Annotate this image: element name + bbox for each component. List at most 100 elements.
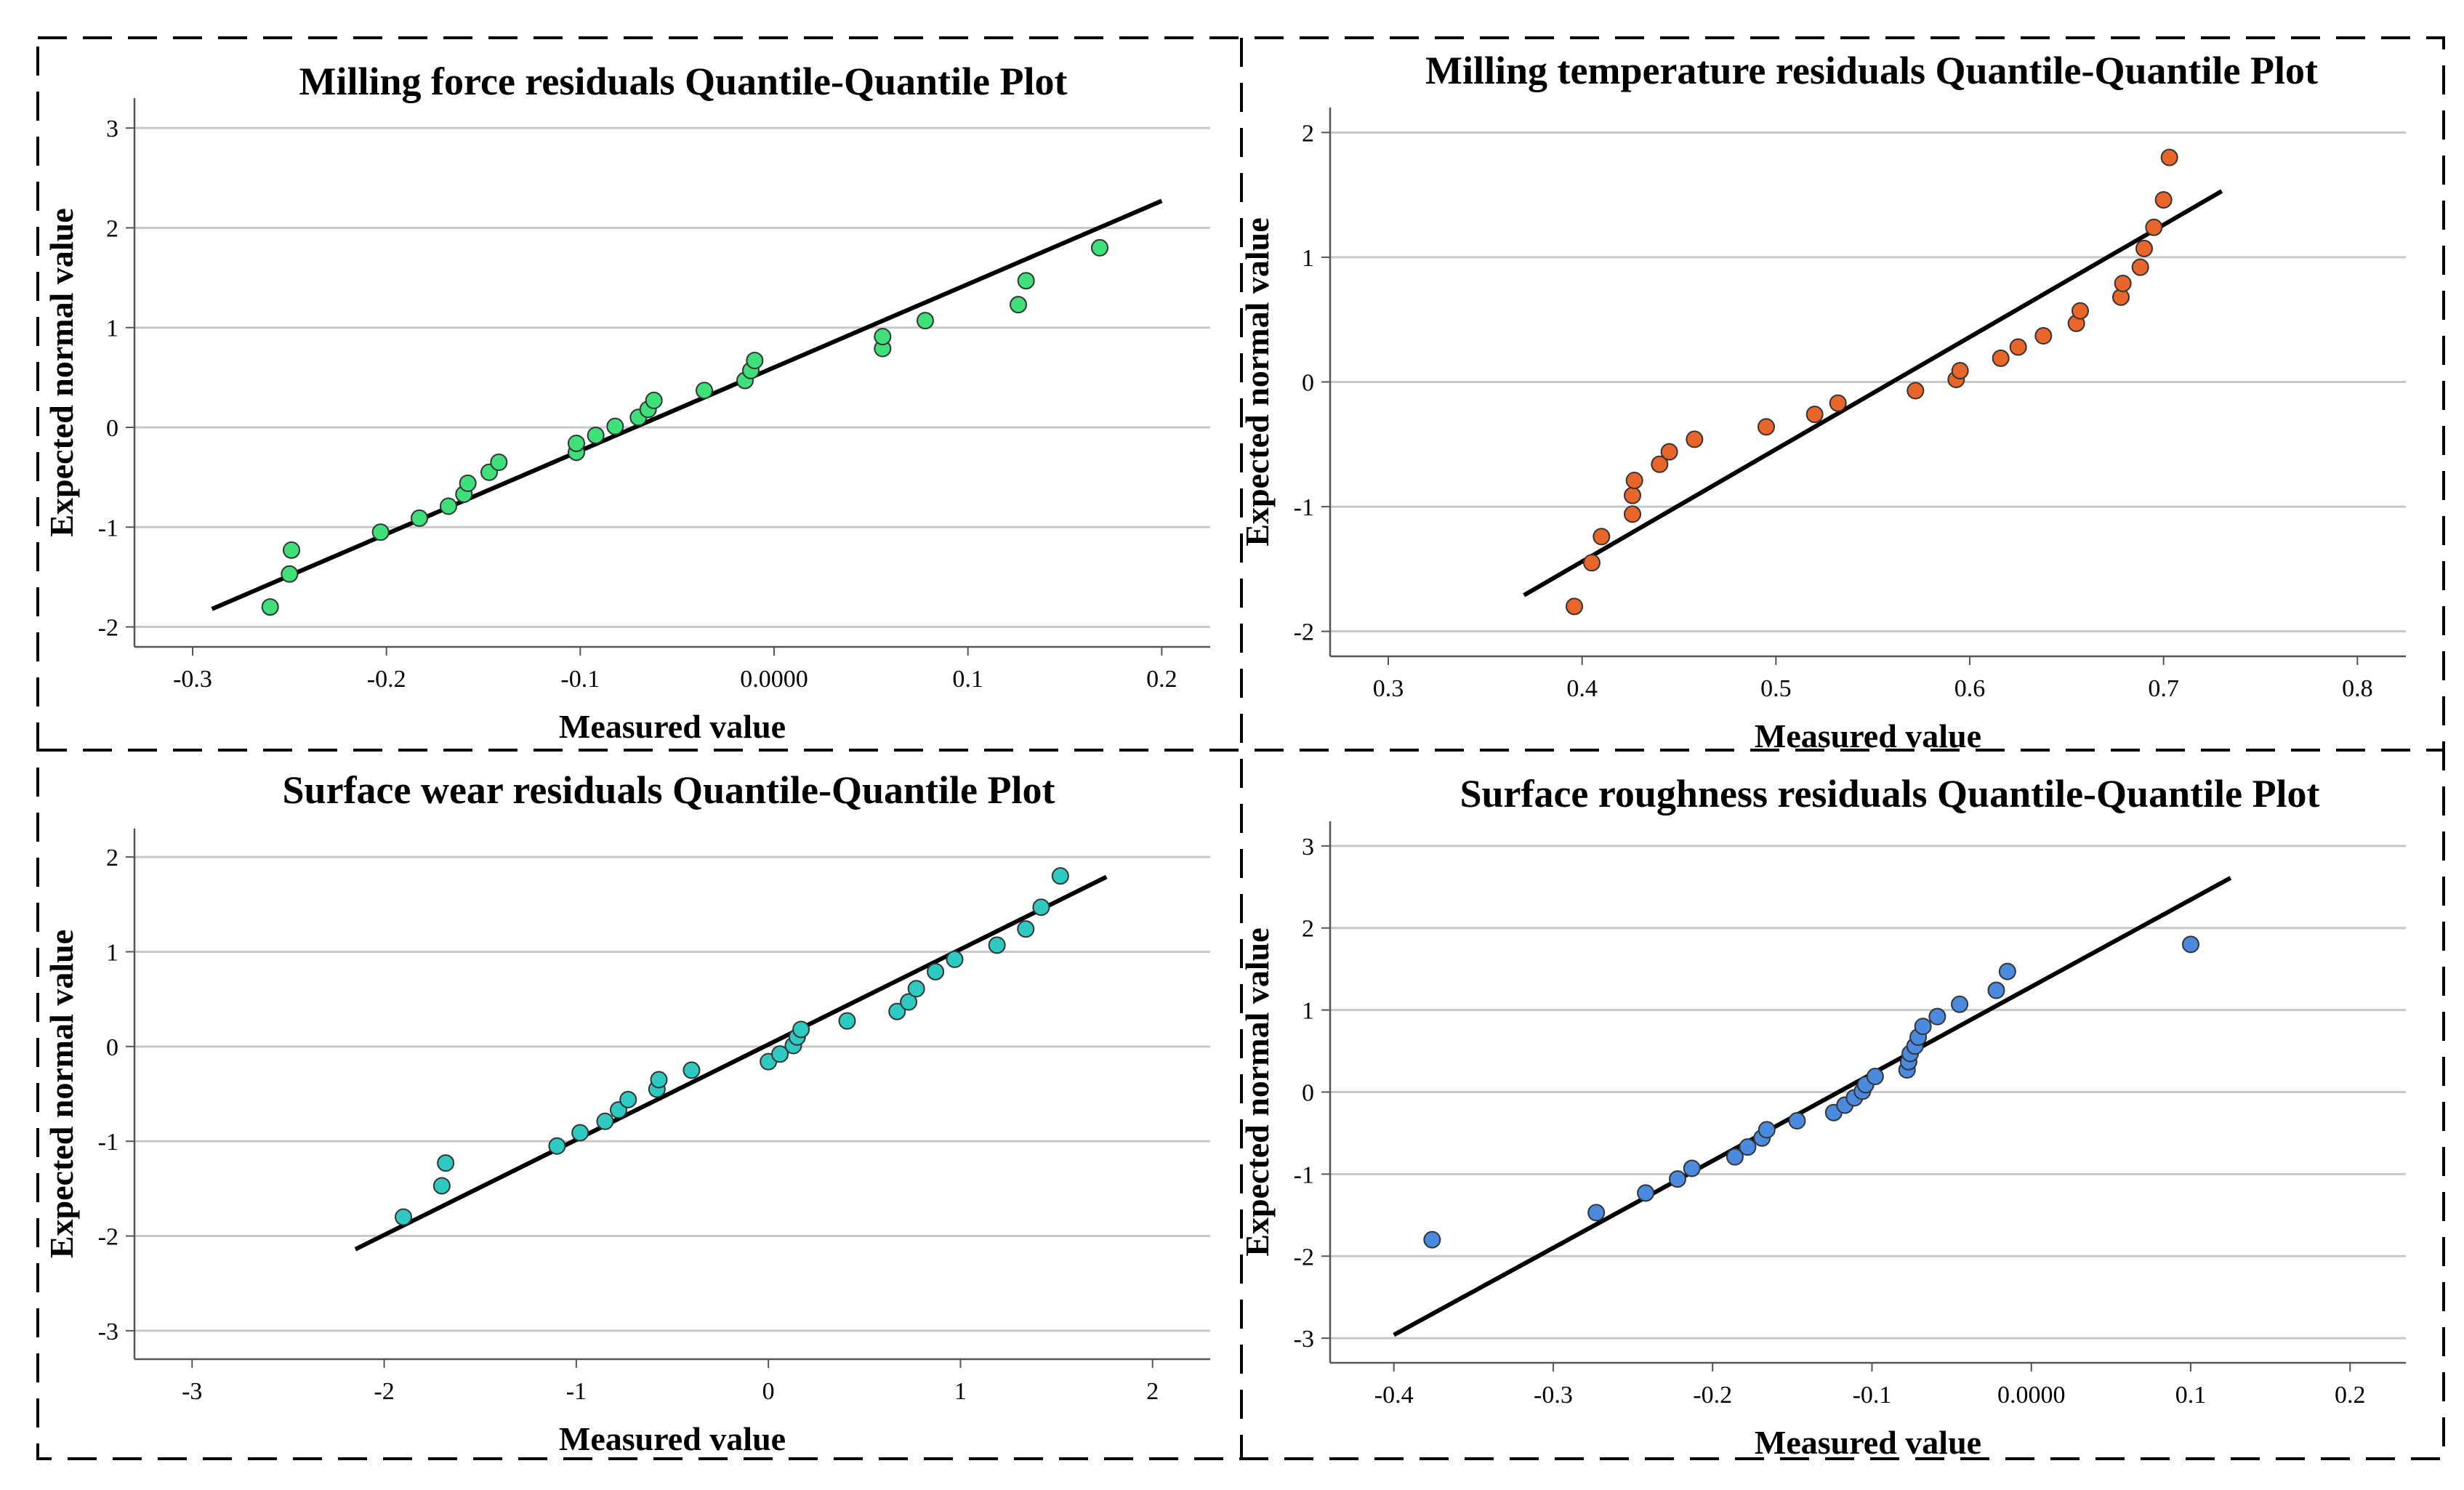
y-tick-label: 0 [1302, 1080, 1314, 1107]
data-point [1928, 1007, 1946, 1026]
y-tick-label: 2 [1302, 916, 1314, 943]
reference-line [1393, 876, 2232, 1337]
data-point [283, 541, 300, 559]
reference-line [211, 198, 1163, 611]
data-point [596, 1112, 614, 1130]
data-point [1625, 472, 1643, 490]
data-point [874, 328, 892, 346]
x-tick-label: 0.2 [2335, 1382, 2366, 1409]
data-point [1726, 1148, 1744, 1166]
data-point [1683, 1159, 1701, 1177]
data-point [1758, 1121, 1776, 1139]
surface-roughness-qq-panel: Surface roughness residuals Quantile-Qua… [1239, 772, 2406, 1461]
x-tick-label: -2 [374, 1378, 394, 1405]
y-tick-label: 2 [1302, 120, 1314, 147]
data-point [437, 1154, 455, 1172]
data-point [1423, 1231, 1441, 1249]
data-point [490, 454, 508, 472]
y-tick-label: 3 [106, 116, 118, 142]
y-tick-label: -2 [98, 615, 118, 642]
milling-force-qq-panel: Milling force residuals Quantile-Quantil… [43, 60, 1210, 745]
x-tick-label: 0.2 [1146, 666, 1177, 693]
data-point [1668, 1170, 1686, 1188]
data-point [371, 523, 390, 541]
y-tick-label: 1 [1302, 245, 1314, 272]
data-point [1624, 486, 1641, 504]
x-tick-label: 0.1 [952, 666, 983, 693]
y-tick-label: -1 [1294, 494, 1314, 521]
y-tick-label: 0 [106, 415, 118, 442]
data-point [1951, 362, 1969, 380]
x-tick-label: -0.4 [1374, 1382, 1414, 1409]
x-tick-label: 0.3 [1373, 675, 1404, 702]
y-tick-label: -2 [1294, 1244, 1314, 1270]
data-point [917, 312, 934, 330]
data-point [1829, 394, 1847, 412]
data-point [1017, 272, 1035, 290]
data-point [2114, 274, 2132, 292]
data-point [1017, 920, 1035, 938]
panel-title: Milling temperature residuals Quantile-Q… [1425, 49, 2318, 92]
data-point [619, 1090, 637, 1108]
data-point [411, 509, 428, 527]
data-point [568, 434, 585, 452]
data-point [2154, 190, 2173, 209]
panel-frames [36, 36, 2445, 1460]
y-tick-label: 2 [106, 215, 118, 242]
surface-wear-qq-panel: Surface wear residuals Quantile-Quantile… [43, 768, 1210, 1457]
x-axis-title: Measured value [559, 708, 786, 745]
y-axis-title: Expected normal value [43, 930, 80, 1258]
y-tick-label: 1 [106, 315, 118, 342]
milling-temperature-qq-panel: Milling temperature residuals Quantile-Q… [1239, 49, 2406, 754]
data-point [606, 417, 624, 435]
data-point [888, 1002, 906, 1020]
data-point [1805, 406, 1824, 424]
x-axis-title: Measured value [1755, 1424, 1981, 1461]
x-tick-label: 0.1 [2175, 1382, 2207, 1409]
x-axis-title: Measured value [1755, 717, 1981, 754]
x-tick-label: -0.3 [1534, 1382, 1573, 1409]
data-point [1587, 1204, 1606, 1222]
x-tick-label: -3 [182, 1378, 202, 1405]
y-tick-label: -2 [98, 1224, 118, 1251]
data-point [1051, 867, 1069, 885]
data-point [988, 936, 1006, 954]
x-tick-label: 2 [1146, 1378, 1159, 1405]
data-point [927, 962, 945, 980]
data-point [1788, 1112, 1806, 1130]
data-point [432, 1177, 451, 1195]
data-point [261, 598, 279, 616]
reference-line [1523, 189, 2223, 597]
x-tick-label: 0.7 [2148, 675, 2179, 702]
panel-title: Surface roughness residuals Quantile-Qua… [1460, 772, 2319, 816]
y-tick-label: -3 [98, 1318, 118, 1345]
x-tick-label: 0 [762, 1378, 775, 1405]
data-point [650, 1071, 668, 1089]
panel-title: Milling force residuals Quantile-Quantil… [299, 60, 1068, 103]
data-point [281, 565, 299, 583]
y-axis-title: Expected normal value [1239, 217, 1276, 546]
y-axis-title: Expected normal value [43, 208, 80, 536]
x-tick-label: -0.1 [560, 666, 600, 693]
data-point [1091, 238, 1108, 257]
data-point [2145, 218, 2163, 236]
data-point [1651, 455, 1669, 473]
x-tick-label: 0.0000 [740, 666, 808, 693]
x-tick-label: 0.8 [2342, 675, 2373, 702]
x-tick-label: 0.6 [1954, 675, 1986, 702]
data-point [771, 1045, 789, 1063]
y-tick-label: 3 [1302, 834, 1314, 861]
data-point [838, 1012, 856, 1030]
data-point [2072, 302, 2089, 320]
data-point [2182, 935, 2199, 954]
data-point [2135, 239, 2153, 257]
data-point [1987, 981, 2005, 999]
data-point [1758, 418, 1775, 436]
y-axis-title: Expected normal value [1239, 927, 1276, 1256]
x-tick-label: 0.0000 [1997, 1382, 2066, 1409]
data-point [1739, 1138, 1757, 1156]
data-point [1660, 443, 1678, 461]
y-tick-label: -1 [98, 515, 118, 541]
data-point [395, 1208, 412, 1226]
